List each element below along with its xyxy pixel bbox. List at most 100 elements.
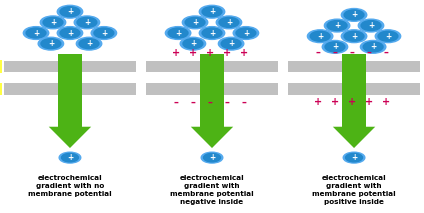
Text: +: +	[228, 39, 234, 48]
Circle shape	[307, 30, 333, 43]
Text: +: +	[33, 29, 39, 37]
Circle shape	[343, 152, 365, 163]
Text: +: +	[209, 153, 215, 162]
Text: +: +	[206, 47, 214, 58]
Circle shape	[76, 37, 102, 50]
Circle shape	[91, 27, 117, 39]
Text: –: –	[207, 97, 212, 107]
Text: +: +	[365, 97, 373, 107]
Text: +: +	[190, 39, 196, 48]
Circle shape	[199, 5, 225, 18]
Text: +: +	[240, 47, 248, 58]
Text: +: +	[209, 29, 215, 37]
Circle shape	[165, 27, 191, 39]
Circle shape	[341, 9, 367, 21]
Text: +: +	[67, 153, 73, 162]
Text: +: +	[175, 29, 181, 37]
Circle shape	[61, 153, 78, 162]
Bar	[146, 61, 278, 72]
Text: +: +	[209, 7, 215, 16]
Text: +: +	[86, 39, 92, 48]
Circle shape	[236, 28, 256, 38]
Circle shape	[43, 17, 63, 27]
Bar	[288, 83, 420, 95]
Bar	[59, 54, 81, 127]
Text: electrochemical
gradient with
membrane potential
negative inside: electrochemical gradient with membrane p…	[170, 175, 254, 205]
Bar	[4, 83, 136, 95]
Text: +: +	[48, 39, 54, 48]
Circle shape	[204, 153, 220, 162]
Circle shape	[202, 7, 222, 17]
Circle shape	[344, 31, 364, 41]
Text: +: +	[370, 42, 376, 51]
Circle shape	[182, 16, 208, 29]
Circle shape	[23, 27, 49, 39]
Text: +: +	[331, 97, 339, 107]
Circle shape	[325, 42, 345, 52]
Circle shape	[378, 31, 398, 41]
Circle shape	[361, 21, 381, 30]
Text: +: +	[382, 97, 390, 107]
Circle shape	[219, 17, 239, 27]
Circle shape	[40, 16, 66, 29]
Circle shape	[41, 39, 61, 49]
Bar	[146, 83, 278, 95]
Circle shape	[202, 28, 222, 38]
Circle shape	[79, 39, 99, 49]
Text: –: –	[349, 47, 354, 58]
Text: electrochemical
gradient with no
membrane potential: electrochemical gradient with no membran…	[28, 175, 112, 197]
Text: +: +	[226, 18, 232, 27]
Text: +: +	[192, 18, 198, 27]
Text: –: –	[332, 47, 338, 58]
Circle shape	[60, 28, 80, 38]
Circle shape	[221, 39, 241, 49]
Circle shape	[322, 40, 348, 53]
Text: +: +	[50, 18, 56, 27]
Bar	[288, 61, 420, 72]
Circle shape	[327, 21, 347, 30]
Text: +: +	[368, 21, 374, 30]
Circle shape	[358, 19, 384, 32]
Circle shape	[74, 16, 100, 29]
Text: electrochemical
gradient with
membrane potential
positive inside: electrochemical gradient with membrane p…	[312, 175, 396, 205]
Text: +: +	[84, 18, 90, 27]
Text: +: +	[223, 47, 231, 58]
Polygon shape	[191, 127, 233, 148]
Text: –: –	[315, 47, 321, 58]
Text: +: +	[314, 97, 322, 107]
Text: +: +	[351, 32, 357, 41]
Circle shape	[185, 17, 205, 27]
Circle shape	[94, 28, 114, 38]
Circle shape	[59, 152, 81, 163]
Text: +: +	[243, 29, 249, 37]
Circle shape	[324, 19, 350, 32]
Circle shape	[26, 28, 46, 38]
Text: –: –	[190, 97, 195, 107]
Text: –: –	[383, 47, 388, 58]
Circle shape	[216, 16, 242, 29]
Circle shape	[233, 27, 259, 39]
Circle shape	[344, 10, 364, 20]
Circle shape	[360, 40, 386, 53]
Circle shape	[218, 37, 244, 50]
Bar	[4, 61, 136, 72]
Circle shape	[341, 30, 367, 43]
Circle shape	[180, 37, 206, 50]
Text: +: +	[101, 29, 107, 37]
Text: +: +	[67, 7, 73, 16]
Text: +: +	[351, 153, 357, 162]
Circle shape	[168, 28, 188, 38]
Text: +: +	[348, 97, 356, 107]
Circle shape	[363, 42, 383, 52]
Text: –: –	[173, 97, 179, 107]
Bar	[200, 54, 224, 127]
Text: –: –	[241, 97, 246, 107]
Circle shape	[375, 30, 401, 43]
Polygon shape	[49, 127, 91, 148]
Circle shape	[183, 39, 203, 49]
Text: +: +	[385, 32, 391, 41]
Text: +: +	[317, 32, 323, 41]
Circle shape	[310, 31, 330, 41]
Text: –: –	[366, 47, 371, 58]
Text: +: +	[332, 42, 338, 51]
